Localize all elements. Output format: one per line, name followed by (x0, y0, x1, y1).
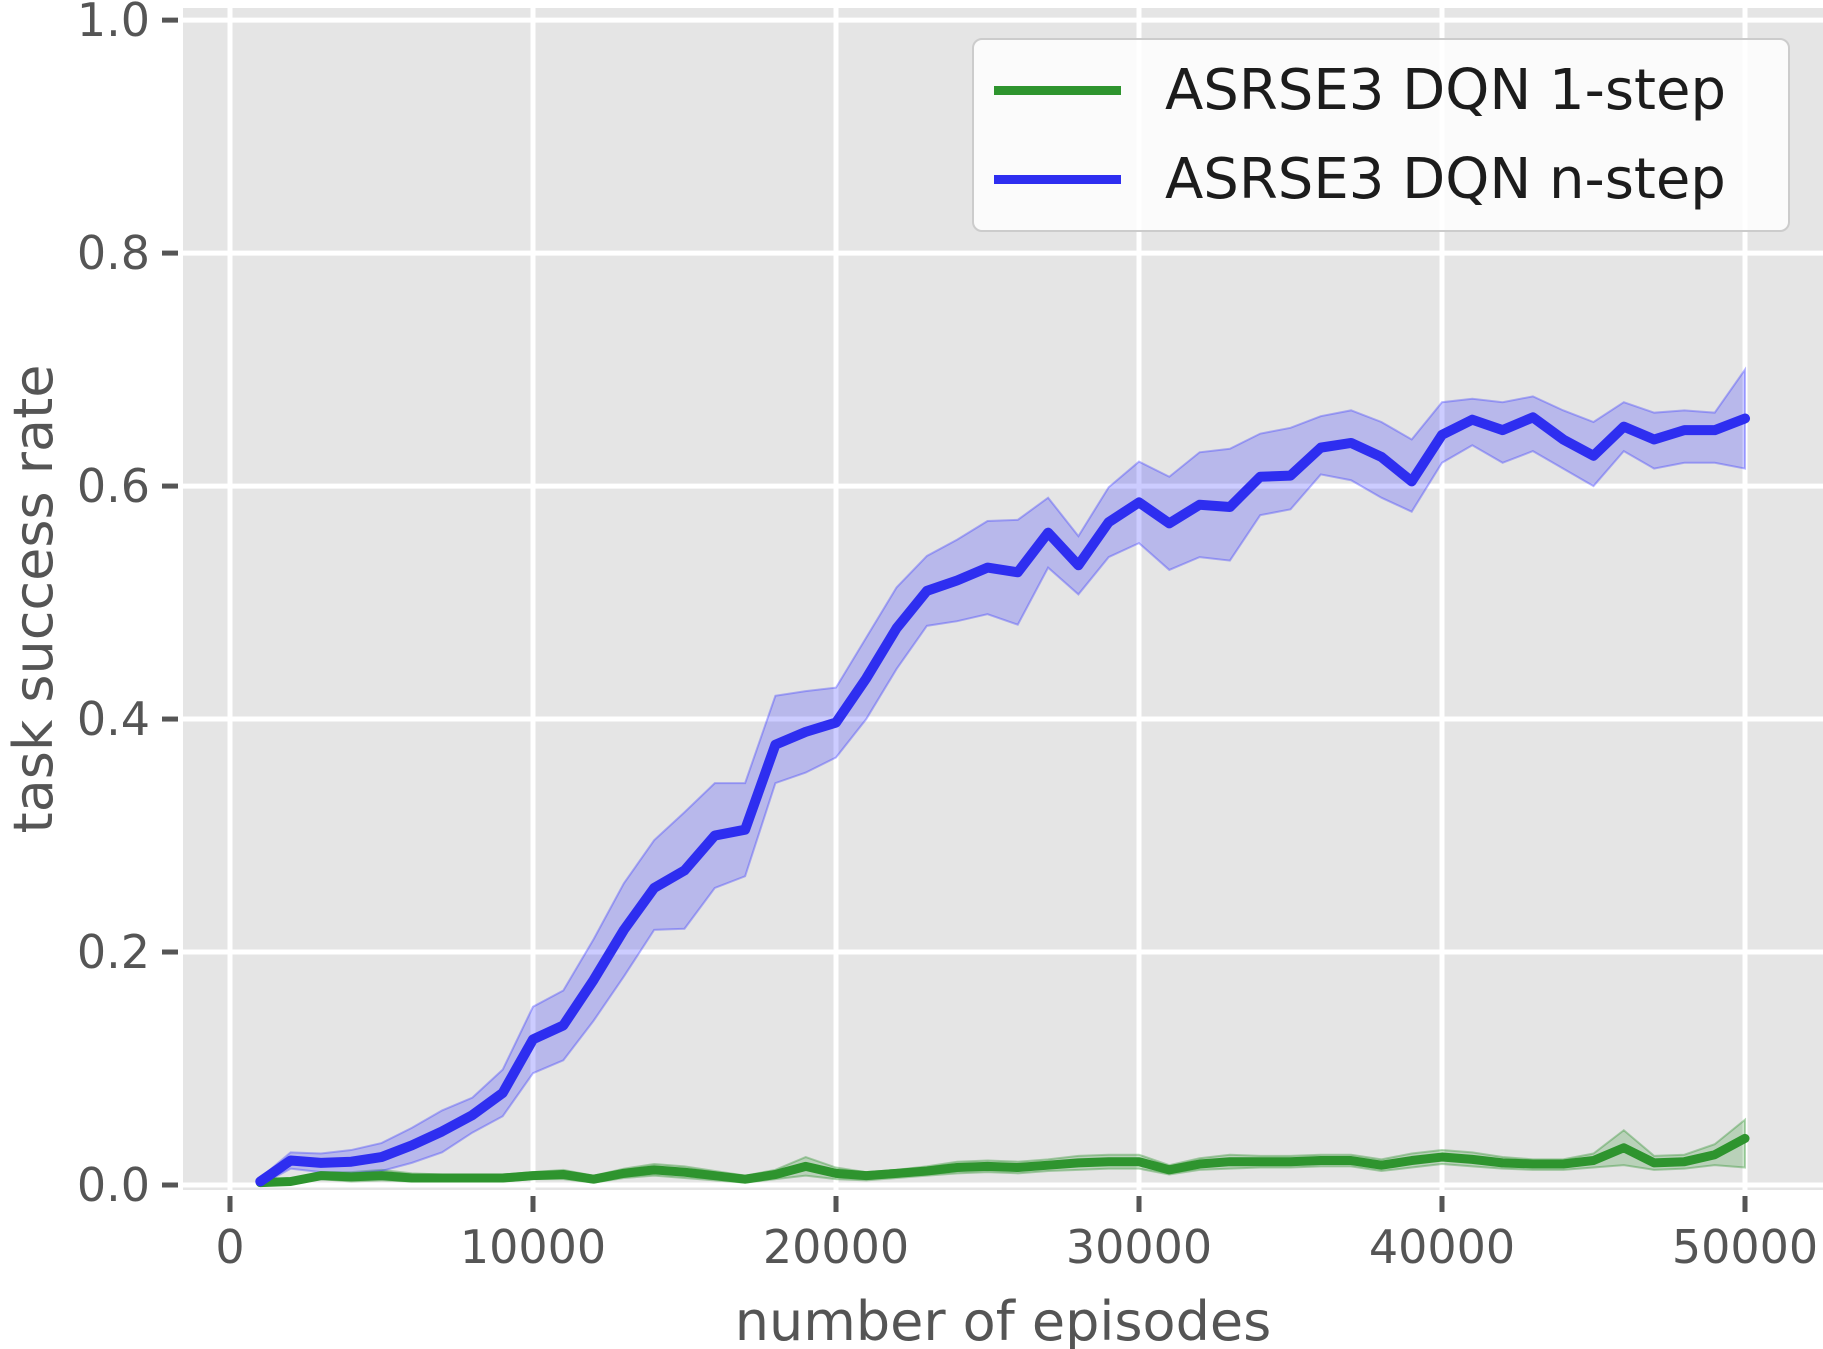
x-axis-label: number of episodes (735, 1290, 1271, 1349)
y-tick-label: 0.8 (77, 226, 150, 280)
legend-label-1step: ASRSE3 DQN 1-step (1165, 58, 1726, 123)
tick-labels: 0 10000 20000 30000 40000 50000 0.0 0.2 0.4 0.6 0.… (77, 0, 1818, 1274)
series-line-green (255, 1133, 1750, 1188)
y-tick-label: 1.0 (77, 0, 150, 47)
y-tick-label: 0.4 (77, 692, 150, 746)
series-line-blue (255, 412, 1751, 1187)
x-tick-label: 20000 (763, 1220, 909, 1274)
blue-line-swatch-icon (994, 175, 1121, 184)
x-tick-label: 30000 (1066, 1220, 1212, 1274)
y-tick-label: 0.6 (77, 459, 150, 513)
legend-item-1step: ASRSE3 DQN 1-step (994, 58, 1778, 123)
x-tick-label: 10000 (460, 1220, 606, 1274)
green-line-swatch-icon (994, 86, 1121, 95)
y-tick-label: 0.2 (77, 925, 150, 979)
x-tick-label: 0 (215, 1220, 244, 1274)
x-tick-label: 40000 (1369, 1220, 1515, 1274)
x-tick-label: 50000 (1672, 1220, 1818, 1274)
y-tick-label: 0.0 (77, 1158, 150, 1212)
series-lines (255, 412, 1751, 1188)
legend: ASRSE3 DQN 1-step ASRSE3 DQN n-step (972, 38, 1790, 232)
gridlines (183, 8, 1823, 1190)
y-axis-label: task success rate (2, 365, 65, 834)
legend-item-nstep: ASRSE3 DQN n-step (994, 147, 1778, 212)
tick-marks (162, 17, 1748, 1212)
legend-label-nstep: ASRSE3 DQN n-step (1165, 147, 1726, 212)
